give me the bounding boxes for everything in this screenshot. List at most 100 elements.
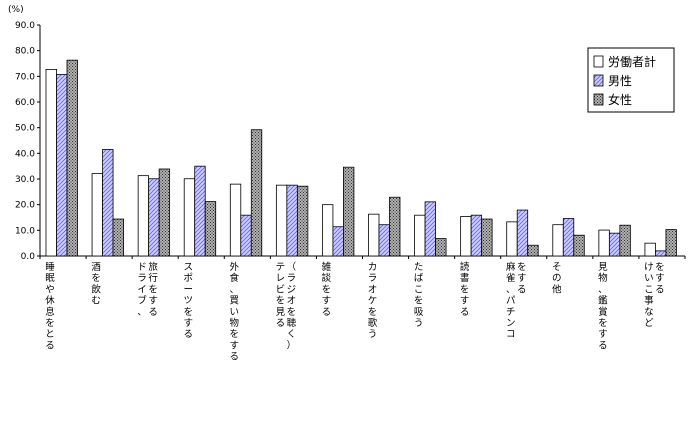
category-label-char: 眠 [45,273,55,284]
category-label-char: 酒 [91,262,101,273]
bar-total [275,184,288,257]
category-label-char: と [45,329,55,340]
bar-total [137,175,150,257]
category-label-char: 賞 [598,306,608,318]
category-label-char: 他 [552,283,562,295]
y-tick-label: 10.0 [15,226,35,236]
category-label-char: 見 [276,307,286,318]
category-label-char: そ [552,262,562,273]
category-label-char: 物 [230,317,240,329]
category-label-char: ン [506,318,516,329]
category-label-char: 外 [230,261,240,273]
category-label-char: レ [276,273,286,284]
category-label-char: す [322,296,332,307]
category-label-char: い [230,307,240,318]
y-tick-label: 0.0 [21,252,36,262]
bar-male [424,201,436,257]
category-label-char: る [460,307,470,318]
bar-male [562,218,575,257]
category-label-char: 、 [137,307,147,318]
category-label-char: る [322,307,332,318]
category-label-char: る [517,284,527,295]
category-label-char: を [148,284,158,295]
category-label-char: こ [644,284,654,295]
bar-male [655,250,667,257]
y-tick-label: 30.0 [15,175,35,185]
category-label-char: を [517,262,527,273]
category-label-char: の [552,273,562,284]
category-label-char: を [598,318,608,329]
category-label-char: テ [276,262,286,273]
category-label-char: を [183,307,193,318]
category-label-char: 食 [230,272,240,284]
category-label-char: 事 [644,295,654,307]
category-label-char: む [91,296,101,307]
category-label-char: や [45,284,55,295]
category-label-char: う [368,329,378,340]
category-label-char: す [598,329,608,340]
bar-male [470,214,483,257]
bar-total [322,204,334,257]
bar-total [91,173,103,257]
category-label-char: す [183,318,193,329]
bar-male [332,226,344,257]
category-label-char: を [230,329,240,340]
bar-total [598,229,610,257]
category-label-char: ケ [368,296,378,307]
y-tick-label: 60.0 [15,98,35,108]
bar-male [608,232,621,257]
legend-swatch [593,74,604,87]
category-label-char: ラ [137,273,147,284]
category-label-char: 休 [45,295,55,307]
category-label-char: 談 [322,272,332,284]
category-label-char: ば [414,273,424,284]
category-label-char: コ [506,329,516,340]
category-label-char: ス [183,262,193,273]
bar-total [506,221,518,257]
category-label-char: る [183,329,193,340]
bar-female [343,166,355,257]
legend-label: 男性 [608,74,632,88]
bar-male [194,165,206,257]
category-label-char: 雑 [322,261,332,273]
category-label-char: ポ [183,273,193,284]
category-label-char: オ [368,284,378,295]
category-label-char: ラ [368,273,378,284]
bar-female [112,218,124,257]
category-label-char: 物 [598,272,608,284]
category-label-char: す [230,340,240,351]
category-label-char: ど [644,318,654,329]
category-label-char: 息 [45,306,55,318]
category-label-char: す [517,273,527,284]
bar-female [573,234,585,257]
bar-male [378,224,390,257]
category-label-char: る [45,340,55,351]
bar-female [481,218,493,257]
category-label-char: こ [414,284,424,295]
category-label-char: を [368,307,378,318]
category-label-char: 飲 [91,283,101,295]
category-label-char: る [655,284,665,295]
bar-female [250,129,263,257]
bar-male [240,214,252,257]
category-label-char: を [460,284,470,295]
category-label-char: ジ [287,284,297,295]
category-label-char: す [460,296,470,307]
category-label-char: ド [137,262,147,273]
category-labels: 睡眠や休息をとる酒を飲む旅行をするドライブ、スポーツをする外食、買い物をする（ラ… [45,261,664,363]
category-label-char: 行 [148,272,158,284]
category-label-char: 、 [230,284,240,295]
y-tick-label: 80.0 [15,47,35,57]
category-label-char: う [414,318,424,329]
category-label-char: 雀 [506,272,516,284]
category-label-char: る [598,340,608,351]
category-label-char: 鑑 [598,295,608,307]
category-label-char: た [414,262,424,273]
legend-label: 女性 [608,92,632,107]
category-label-char: カ [368,262,378,273]
y-tick-label: 70.0 [15,72,35,82]
category-label-char: 吸 [414,307,424,318]
